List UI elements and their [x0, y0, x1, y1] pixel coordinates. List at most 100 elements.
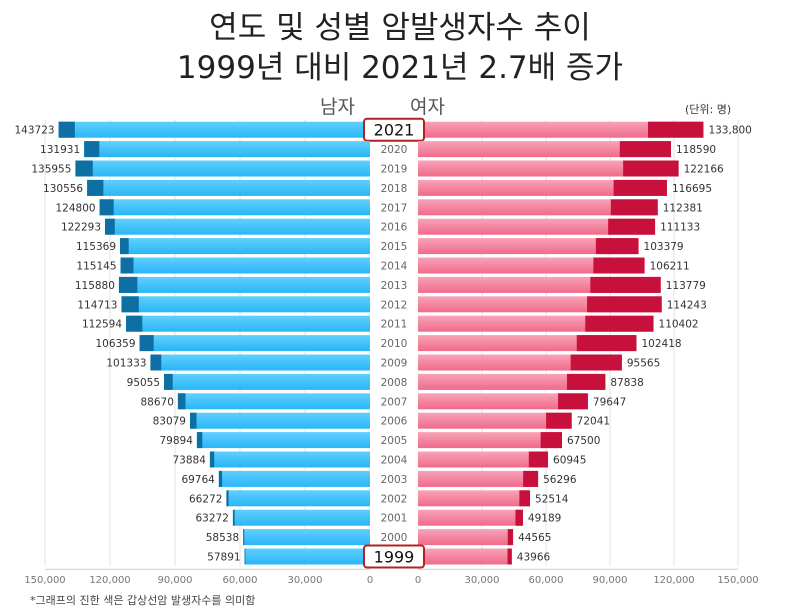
female-value-label: 113779 [666, 280, 706, 292]
year-label: 2014 [381, 261, 408, 273]
male-bar [118, 276, 370, 293]
male-bar [84, 141, 370, 158]
chart-title: 연도 및 성별 암발생자수 추이 [209, 10, 591, 46]
male-value-label: 115880 [75, 280, 115, 292]
female-bar [418, 373, 606, 390]
female-thyroid-bar [576, 335, 637, 352]
female-thyroid-bar [507, 529, 514, 546]
x-tick-label: 60,000 [529, 575, 564, 586]
female-value-label: 103379 [644, 241, 684, 253]
year-label: 2002 [381, 493, 408, 505]
male-thyroid-bar [244, 548, 246, 565]
male-thyroid-bar [177, 393, 186, 410]
male-value-label: 124800 [56, 202, 96, 214]
male-value-label: 143723 [15, 125, 55, 137]
male-thyroid-bar [121, 296, 139, 313]
year-label: 2018 [381, 183, 408, 195]
year-label: 2015 [381, 241, 408, 253]
year-label: 2017 [381, 202, 408, 214]
female-thyroid-bar [619, 141, 671, 158]
male-bar [164, 373, 370, 390]
female-thyroid-bar [566, 373, 606, 390]
male-value-label: 115369 [76, 241, 116, 253]
female-thyroid-bar [507, 548, 512, 565]
male-bar [218, 470, 370, 487]
male-bar [105, 218, 370, 235]
female-value-label: 111133 [660, 222, 700, 234]
female-value-label: 114243 [667, 299, 707, 311]
female-bar [418, 432, 562, 449]
chart-subtitle: 1999년 대비 2021년 2.7배 증가 [176, 50, 624, 86]
female-thyroid-bar [528, 451, 549, 468]
male-bar [244, 548, 370, 565]
female-bar [418, 470, 539, 487]
x-tick-label: 30,000 [288, 575, 323, 586]
male-bar [121, 296, 370, 313]
female-value-label: 44565 [518, 532, 551, 544]
year-label: 2020 [381, 144, 408, 156]
male-bar [99, 199, 370, 216]
female-bar [418, 160, 679, 177]
female-thyroid-bar [546, 412, 572, 429]
female-value-label: 116695 [672, 183, 712, 195]
female-thyroid-bar [613, 179, 667, 196]
male-value-label: 83079 [153, 416, 186, 428]
male-value-label: 115145 [76, 261, 116, 273]
year-label: 2016 [381, 222, 408, 234]
male-thyroid-bar [232, 509, 235, 526]
female-bar [418, 548, 512, 565]
male-bar [87, 179, 371, 196]
male-thyroid-bar [139, 335, 154, 352]
male-bar [226, 490, 370, 507]
female-thyroid-bar [647, 121, 704, 138]
male-value-label: 95055 [127, 377, 160, 389]
year-label: 2007 [381, 396, 408, 408]
male-value-label: 135955 [31, 164, 71, 176]
male-bar [139, 335, 370, 352]
male-bar [120, 257, 370, 274]
female-value-label: 56296 [543, 474, 577, 486]
male-thyroid-bar [196, 432, 203, 449]
male-thyroid-bar [118, 276, 138, 293]
male-thyroid-bar [84, 141, 100, 158]
male-value-label: 101333 [106, 358, 146, 370]
male-thyroid-bar [150, 354, 162, 371]
male-bar [75, 160, 370, 177]
male-thyroid-bar [75, 160, 93, 177]
female-thyroid-bar [523, 470, 539, 487]
male-bar [209, 451, 370, 468]
male-value-label: 57891 [207, 552, 240, 564]
female-value-label: 133,800 [708, 125, 751, 137]
year-label: 2013 [381, 280, 408, 292]
male-bar [232, 509, 370, 526]
footnote: *그래프의 진한 색은 갑상선암 발생자수를 의미함 [30, 594, 256, 607]
male-value-label: 130556 [43, 183, 83, 195]
female-bar [418, 199, 658, 216]
male-label: 남자 [320, 96, 355, 118]
male-thyroid-bar [120, 257, 134, 274]
year-highlight-box [363, 544, 425, 569]
male-thyroid-bar [87, 179, 104, 196]
male-value-label: 73884 [173, 455, 207, 467]
male-value-label: 114713 [77, 299, 117, 311]
female-value-label: 112381 [663, 202, 703, 214]
male-value-label: 131931 [40, 144, 80, 156]
male-bar [150, 354, 370, 371]
female-bar [418, 121, 704, 138]
female-value-label: 72041 [577, 416, 610, 428]
female-thyroid-bar [587, 296, 662, 313]
male-value-label: 88670 [140, 396, 173, 408]
year-label: 2019 [381, 164, 408, 176]
female-bar [418, 238, 639, 255]
female-value-label: 79647 [593, 396, 626, 408]
female-thyroid-bar [515, 509, 523, 526]
female-value-label: 43966 [517, 552, 551, 564]
female-bar [418, 179, 667, 196]
female-bar [418, 509, 523, 526]
female-bar [418, 257, 645, 274]
x-tick-label: 0 [415, 575, 421, 586]
male-thyroid-bar [105, 218, 115, 235]
male-value-label: 66272 [189, 493, 222, 505]
